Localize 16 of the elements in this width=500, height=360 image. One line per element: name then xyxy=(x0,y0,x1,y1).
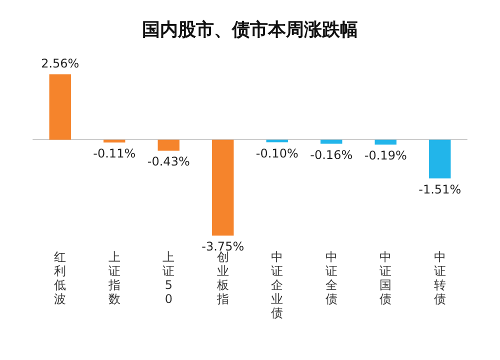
chart-title: 国内股市、债市本周涨跌幅 xyxy=(142,20,358,40)
data-label: -0.19% xyxy=(364,148,407,163)
x-tick-label: 创业板指 xyxy=(216,250,229,306)
x-tick-label: 中证转债 xyxy=(434,250,446,306)
data-label: -0.11% xyxy=(93,146,136,161)
x-tick-label: 上证指数 xyxy=(107,250,120,306)
data-label: -0.10% xyxy=(256,146,298,160)
x-tick-label: 中证全债 xyxy=(325,250,338,306)
x-tick-label: 上证50 xyxy=(162,250,175,306)
data-label: -0.16% xyxy=(310,148,353,162)
x-tick-label: 中证企业债 xyxy=(271,250,284,320)
data-label: -1.51% xyxy=(418,182,462,196)
data-label: 2.56% xyxy=(41,56,80,70)
x-tick-label: 中证国债 xyxy=(380,250,392,306)
data-label: -0.43% xyxy=(147,154,190,169)
x-tick-label: 红利低波 xyxy=(54,250,66,306)
